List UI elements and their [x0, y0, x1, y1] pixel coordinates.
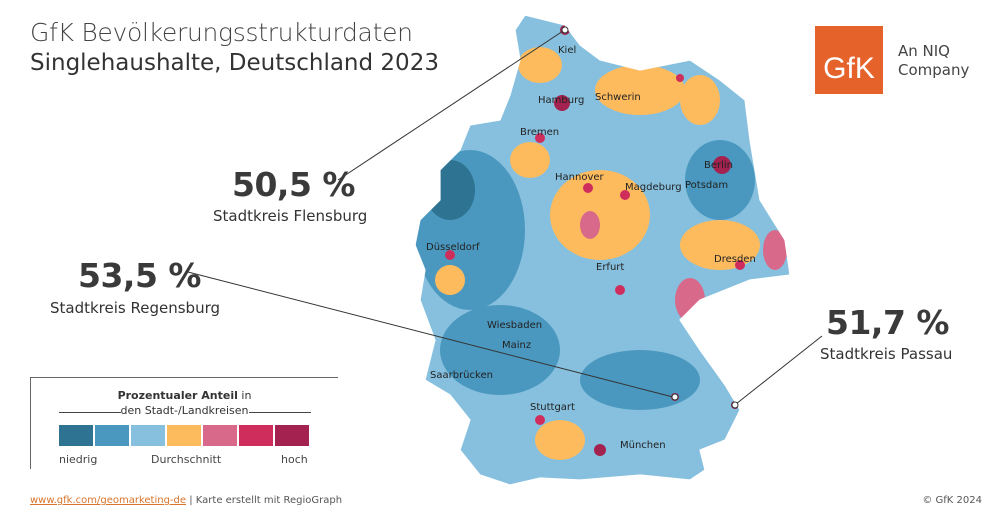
- legend-mid-label: Durchschnitt: [151, 453, 222, 466]
- city-wiesbaden: Wiesbaden: [487, 320, 542, 331]
- legend-swatch: [131, 425, 165, 446]
- callout-lines: [187, 30, 823, 405]
- callout-flensburg-value: 50,5 %: [232, 165, 355, 204]
- legend-swatch: [275, 425, 309, 446]
- city-bremen: Bremen: [520, 127, 559, 138]
- callout-flensburg-label: Stadtkreis Flensburg: [213, 207, 368, 225]
- legend-swatch: [239, 425, 273, 446]
- legend-low-label: niedrig: [59, 453, 98, 466]
- callout-passau-label: Stadtkreis Passau: [820, 345, 953, 363]
- callout-passau-value: 51,7 %: [826, 303, 949, 342]
- city-hamburg: Hamburg: [538, 95, 584, 106]
- city-magdeburg: Magdeburg: [625, 182, 682, 193]
- legend-swatch: [95, 425, 129, 446]
- city-potsdam: Potsdam: [685, 180, 728, 191]
- logo-tagline: An NIQ Company: [898, 42, 970, 79]
- city-hannover: Hannover: [555, 172, 605, 183]
- city-muenchen: München: [620, 440, 666, 451]
- legend: Prozentualer Anteil in den Stadt-/Landkre…: [30, 377, 338, 469]
- geomarketing-link[interactable]: www.gfk.com/geomarketing-de: [30, 495, 187, 506]
- city-duesseldorf: Düsseldorf: [426, 242, 480, 253]
- legend-high-label: hoch: [281, 453, 308, 466]
- footer: www.gfk.com/geomarketing-de | Karte erst…: [30, 495, 343, 506]
- arrow-left-icon: [59, 412, 121, 413]
- legend-color-scale: [59, 425, 309, 446]
- city-schwerin: Schwerin: [595, 92, 641, 103]
- legend-swatch: [203, 425, 237, 446]
- legend-swatch: [167, 425, 201, 446]
- city-stuttgart: Stuttgart: [530, 402, 575, 413]
- city-erfurt: Erfurt: [596, 262, 624, 273]
- page-subtitle: Singlehaushalte, Deutschland 2023: [30, 50, 439, 76]
- city-dresden: Dresden: [714, 254, 756, 265]
- callout-regensburg-label: Stadtkreis Regensburg: [50, 299, 221, 317]
- city-berlin: Berlin: [704, 160, 733, 171]
- gfk-logo: GfK: [815, 26, 883, 94]
- city-kiel: Kiel: [558, 45, 576, 56]
- city-labels: Kiel Hamburg Schwerin Bremen Berlin Pots…: [426, 45, 756, 451]
- city-saarbruecken: Saarbrücken: [430, 370, 493, 381]
- legend-title: Prozentualer Anteil in den Stadt-/Landkre…: [117, 389, 252, 417]
- page-title: GfK Bevölkerungsstrukturdaten: [30, 18, 413, 47]
- arrow-right-icon: [249, 412, 311, 413]
- city-mainz: Mainz: [502, 340, 531, 351]
- legend-swatch: [59, 425, 93, 446]
- callout-regensburg-value: 53,5 %: [78, 256, 201, 295]
- copyright: © GfK 2024: [922, 495, 982, 506]
